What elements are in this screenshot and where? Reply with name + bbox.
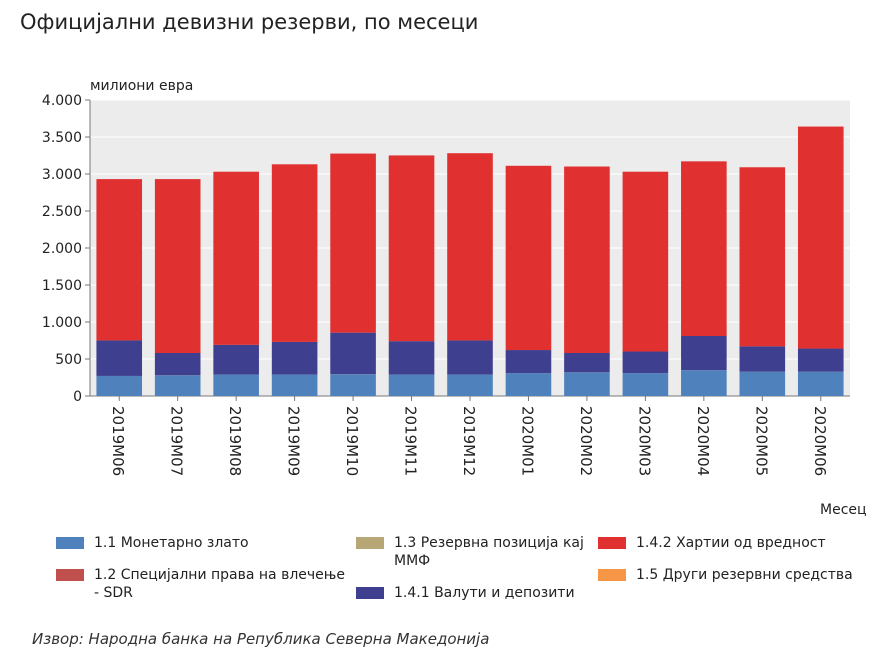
bar-segment bbox=[564, 372, 610, 396]
bar-segment bbox=[447, 340, 493, 375]
x-tick-label: 2020M04 bbox=[694, 406, 712, 476]
bar-segment bbox=[447, 153, 493, 341]
bar-segment bbox=[96, 179, 143, 341]
bar-segment bbox=[622, 351, 669, 373]
bar-segment bbox=[505, 373, 552, 396]
legend-swatch bbox=[598, 537, 626, 549]
bar-segment bbox=[681, 335, 727, 371]
bar-segment bbox=[388, 341, 435, 375]
x-tick-label: 2019M10 bbox=[343, 406, 361, 476]
y-tick-label: 2.500 bbox=[42, 204, 82, 220]
bar-segment bbox=[681, 370, 727, 396]
bar-segment bbox=[330, 374, 376, 396]
bar-segment bbox=[739, 346, 786, 372]
y-tick-label: 3.000 bbox=[42, 167, 82, 183]
legend-swatch bbox=[598, 569, 626, 581]
bar-segment bbox=[271, 374, 318, 396]
legend-item: 1.3 Резервна позиција кај ММФ bbox=[356, 534, 586, 570]
legend-label: 1.5 Други резервни средства bbox=[636, 567, 853, 583]
x-tick-label: 2019M11 bbox=[402, 406, 420, 476]
bar-segment bbox=[271, 164, 318, 342]
y-tick-label: 500 bbox=[55, 352, 82, 368]
x-axis-label: Месец bbox=[820, 502, 867, 518]
bar-segment bbox=[213, 344, 259, 375]
bar-segment bbox=[739, 371, 786, 396]
legend-label: 1.4.2 Хартии од вредност bbox=[636, 535, 826, 551]
legend-label: 1.2 Специјални права на влечење - SDR bbox=[94, 567, 345, 601]
x-tick-label: 2020M06 bbox=[811, 406, 829, 476]
y-tick-label: 1.000 bbox=[42, 315, 82, 331]
bar-segment bbox=[622, 171, 669, 352]
bar-segment bbox=[154, 353, 201, 376]
legend-item: 1.4.1 Валути и депозити bbox=[356, 584, 596, 602]
x-tick-label: 2020M01 bbox=[518, 406, 536, 476]
bar-segment bbox=[213, 171, 259, 345]
legend-swatch bbox=[356, 537, 384, 549]
x-tick-label: 2019M12 bbox=[460, 406, 478, 476]
bar-segment bbox=[797, 348, 844, 372]
bar-segment bbox=[505, 165, 552, 351]
bar-segment bbox=[154, 179, 201, 354]
legend-swatch bbox=[356, 587, 384, 599]
stacked-bar-chart: 0 500 1.000 1.500 2.000 2.500 3.000 3.500 4.000 2… bbox=[42, 93, 850, 476]
bar-segment bbox=[154, 375, 201, 396]
bar-segment bbox=[330, 153, 376, 333]
bar-segment bbox=[797, 371, 844, 396]
bar-segment bbox=[330, 332, 376, 375]
legend-item: 1.4.2 Хартии од вредност bbox=[598, 534, 888, 552]
chart-title: Официјални девизни резерви, по месеци bbox=[20, 10, 479, 34]
y-tick-label: 2.000 bbox=[42, 241, 82, 257]
bar-segment bbox=[505, 350, 552, 373]
y-tick-label: 1.500 bbox=[42, 278, 82, 294]
x-tick-label: 2019M08 bbox=[226, 406, 244, 476]
bar-segment bbox=[681, 161, 727, 336]
y-axis-label: милиони евра bbox=[90, 78, 194, 94]
bar-segment bbox=[388, 374, 435, 396]
bar-segment bbox=[564, 353, 610, 373]
x-tick-label: 2020M05 bbox=[752, 406, 770, 476]
y-tick-label: 3.500 bbox=[42, 130, 82, 146]
bar-segment bbox=[96, 376, 143, 396]
legend-item: 1.2 Специјални права на влечење - SDR bbox=[56, 566, 346, 602]
legend-swatch bbox=[56, 537, 84, 549]
bar-segment bbox=[622, 373, 669, 396]
source-note: Извор: Народна банка на Република Северн… bbox=[32, 630, 490, 648]
legend-item: 1.1 Монетарно злато bbox=[56, 534, 316, 552]
legend-label: 1.1 Монетарно злато bbox=[94, 535, 249, 551]
y-tick-label: 0 bbox=[73, 389, 82, 405]
x-tick-label: 2019M09 bbox=[285, 406, 303, 476]
legend-item: 1.5 Други резервни средства bbox=[598, 566, 888, 584]
x-tick-label: 2020M02 bbox=[577, 406, 595, 476]
legend-label: 1.3 Резервна позиција кај ММФ bbox=[394, 535, 584, 569]
x-tick-label: 2019M07 bbox=[168, 406, 186, 476]
y-tick-label: 4.000 bbox=[42, 93, 82, 109]
bar-segment bbox=[271, 341, 318, 375]
legend-swatch bbox=[56, 569, 84, 581]
bar-segment bbox=[388, 155, 435, 342]
legend-label: 1.4.1 Валути и депозити bbox=[394, 585, 575, 601]
x-tick-label: 2020M03 bbox=[635, 406, 653, 476]
bar-segment bbox=[797, 126, 844, 349]
x-tick-label: 2019M06 bbox=[109, 406, 127, 476]
bar-segment bbox=[739, 167, 786, 347]
bar-segment bbox=[564, 166, 610, 354]
bar-segment bbox=[96, 340, 143, 376]
bar-segment bbox=[447, 374, 493, 396]
bar-segment bbox=[213, 374, 259, 396]
